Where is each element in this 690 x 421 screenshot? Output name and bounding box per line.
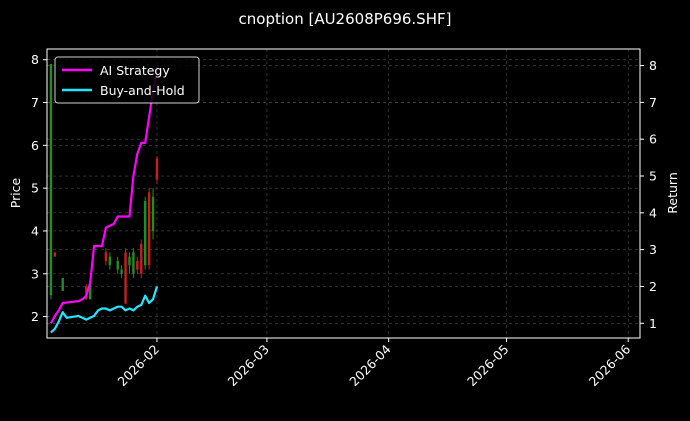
series-lines [49,69,159,334]
y-left-tick-label: 3 [31,266,39,281]
candle-body [88,284,92,300]
y-right-tick-label: 8 [649,58,657,73]
y-left-tick-label: 4 [31,223,39,238]
y-right-tick-label: 1 [649,316,657,331]
legend-label-buy-and-hold: Buy-and-Hold [100,83,185,98]
y-right-tick-label: 4 [649,205,657,220]
candle-body [155,158,159,180]
y-right-tick-label: 5 [649,169,657,184]
y-right-tick-label: 2 [649,279,657,294]
y-axis-right: 1 2 3 4 5 6 7 8 [640,58,657,331]
chart-title: cnoption [AU2608P696.SHF] [239,10,452,28]
candle-body [116,260,119,270]
y-left-tick-label: 2 [31,309,39,324]
candle-body [128,256,131,266]
candle-body [53,252,57,257]
y-left-tick-label: 8 [31,52,39,67]
candle-body [147,192,151,266]
candle-body [151,196,155,231]
y-left-tick-label: 5 [31,181,39,196]
y-axis-left-label: Price [8,177,23,208]
legend: AI Strategy Buy-and-Hold [54,56,200,104]
candle-body [104,252,108,261]
series-line-buy-and-hold [50,286,159,334]
candle-body [140,243,143,274]
candle-body [136,260,139,270]
candle-body [61,278,64,291]
candle-body [124,252,127,304]
y-axis-left: 2 3 4 5 6 7 8 [31,52,47,324]
plot-frame [46,48,641,339]
y-right-tick-label: 3 [649,242,657,257]
y-left-tick-label: 7 [31,95,39,110]
y-left-tick-label: 6 [31,138,39,153]
legend-label-ai-strategy: AI Strategy [100,63,170,78]
candle-body [120,269,123,274]
y-right-tick-label: 6 [649,132,657,147]
candle-body [132,252,135,274]
legend-box [54,56,200,104]
candle-body [108,256,112,266]
series-line-ai-strategy [49,69,159,324]
candle-body [143,200,147,266]
y-right-tick-label: 7 [649,95,657,110]
candlesticks [49,63,159,304]
y-axis-right-label: Return [665,172,680,213]
candle-body [49,63,53,296]
